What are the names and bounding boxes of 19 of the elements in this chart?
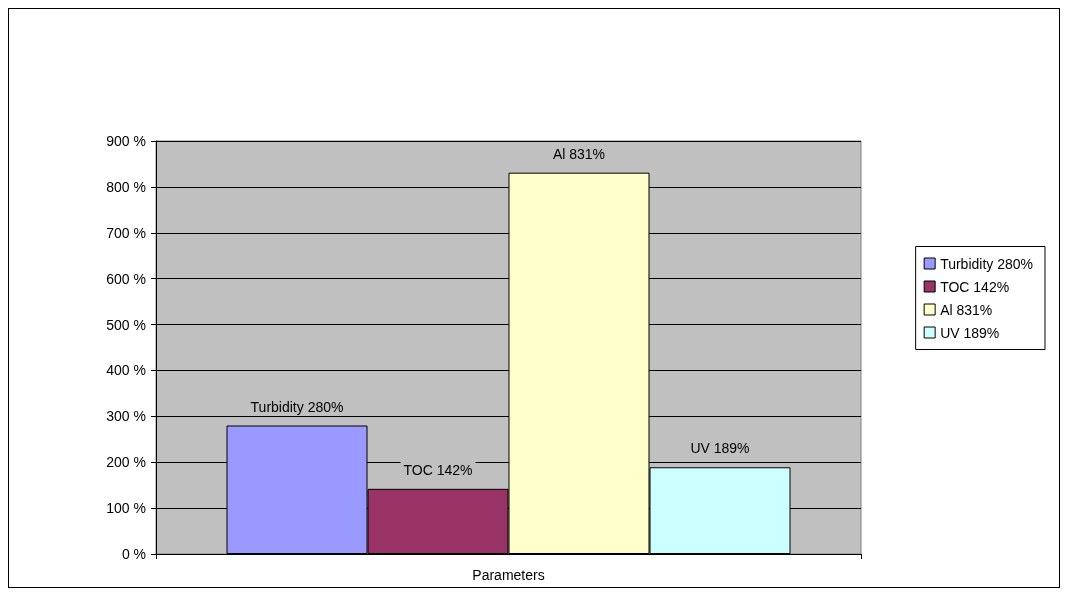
data-label: TOC 142% bbox=[403, 461, 473, 478]
legend-label: Turbidity 280% bbox=[940, 255, 1033, 272]
y-tick-label: 0 % bbox=[121, 546, 146, 562]
y-tick-label: 300 % bbox=[106, 408, 146, 425]
y-tick-label: 800 % bbox=[106, 178, 146, 195]
y-tick-label: 700 % bbox=[106, 224, 146, 241]
y-tick-label: 500 % bbox=[106, 316, 146, 333]
data-label: Al 831% bbox=[552, 145, 606, 162]
y-tick-label: 600 % bbox=[106, 270, 146, 287]
y-tick-label: 400 % bbox=[106, 362, 146, 379]
legend-label: UV 189% bbox=[940, 324, 1000, 341]
x-tick-label: Parameters bbox=[472, 567, 545, 583]
data-label: UV 189% bbox=[690, 440, 750, 457]
legend-label: Al 831% bbox=[940, 301, 993, 318]
data-label: Turbidity 280% bbox=[250, 398, 344, 415]
legend-label: TOC 142% bbox=[940, 278, 1010, 295]
y-tick-label: 100 % bbox=[106, 500, 146, 517]
y-tick-label: 900 % bbox=[106, 133, 146, 149]
y-tick-label: 200 % bbox=[106, 454, 146, 471]
